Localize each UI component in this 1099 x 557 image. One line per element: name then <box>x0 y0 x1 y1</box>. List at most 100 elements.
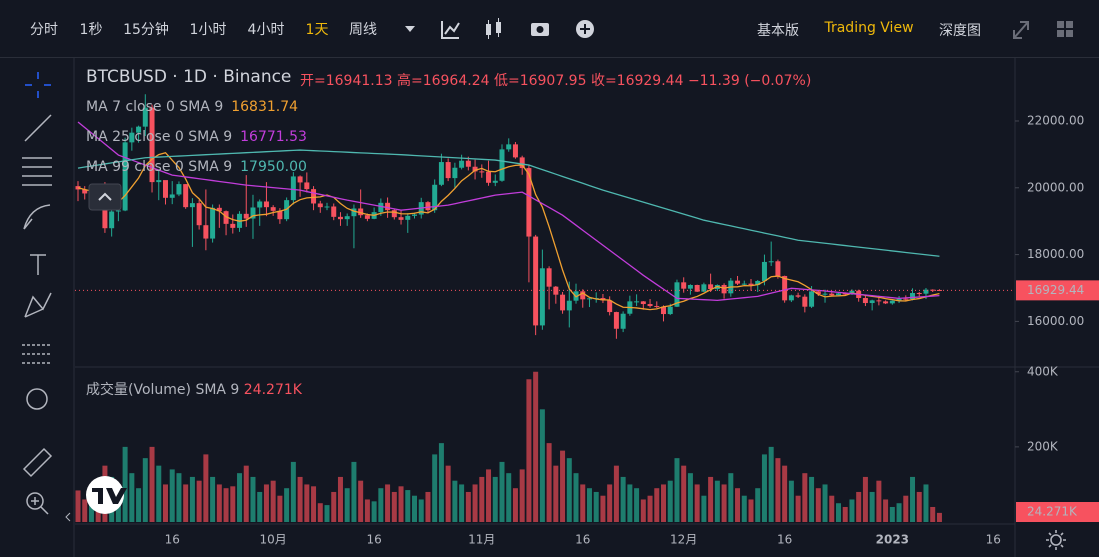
volume-bar <box>788 480 794 522</box>
interval[interactable]: 15分钟 <box>123 22 169 38</box>
volume-tick-label: 200K <box>1027 439 1059 453</box>
ohlc-value: 高=16964.24 <box>396 73 490 89</box>
volume-bar <box>560 450 566 522</box>
volume-bar <box>600 495 606 522</box>
fib-tool[interactable] <box>22 157 52 186</box>
candle-body <box>378 202 384 213</box>
volume-bar <box>728 473 734 522</box>
view-option[interactable]: 基本版 <box>757 23 799 39</box>
x-tick-label: 16 <box>575 533 590 547</box>
candle-body <box>930 289 936 291</box>
volume-bar <box>566 458 572 522</box>
volume-bar <box>883 499 889 522</box>
candle-body <box>869 300 875 304</box>
ruler-tool[interactable] <box>22 447 53 478</box>
volume-bar <box>290 461 296 522</box>
fullscreen-icon[interactable] <box>1013 21 1029 39</box>
view-option[interactable]: 深度图 <box>939 23 981 39</box>
candle-body <box>465 160 471 167</box>
candle-body <box>337 216 343 220</box>
emoji-tool[interactable] <box>26 388 48 410</box>
candle-body <box>472 166 478 172</box>
candle-body <box>634 301 640 303</box>
indicator-icon[interactable] <box>441 21 460 39</box>
candle-body <box>122 142 128 211</box>
candle-body <box>802 296 808 307</box>
candle-body <box>492 180 498 183</box>
volume-bar <box>284 488 290 522</box>
volume-bar <box>358 480 364 522</box>
candle-body <box>647 304 653 307</box>
crosshair-tool[interactable] <box>25 72 51 98</box>
candle-body <box>196 203 202 226</box>
candle-body <box>586 298 592 300</box>
zoom-tool[interactable] <box>26 492 49 515</box>
pattern-tool[interactable] <box>24 292 52 318</box>
volume-bar <box>412 495 417 522</box>
candle-body <box>290 176 296 201</box>
volume-bar <box>196 480 202 522</box>
volume-bar <box>492 476 498 522</box>
volume-bar <box>573 473 579 522</box>
volume-bar <box>735 488 741 522</box>
volume-bar <box>856 491 862 522</box>
prediction-tool[interactable] <box>22 344 52 364</box>
volume-bar <box>869 491 875 522</box>
candle-body <box>109 211 115 229</box>
candle-body <box>156 180 162 183</box>
candle-body <box>358 208 364 216</box>
text-tool[interactable] <box>30 254 46 275</box>
volume-bar <box>324 505 330 522</box>
collapse-legend-button[interactable] <box>88 183 122 211</box>
volume-bar <box>452 480 458 522</box>
volume-bar <box>815 488 821 522</box>
y-tick-label: 20000.00 <box>1027 180 1084 194</box>
candle-body <box>270 207 276 211</box>
candle-body <box>203 225 209 239</box>
volume-bar <box>122 446 128 522</box>
candle-body <box>82 189 88 194</box>
add-icon[interactable] <box>576 20 594 38</box>
trendline-tool[interactable] <box>24 114 52 142</box>
layout-icon[interactable] <box>1057 21 1073 37</box>
volume-bar <box>701 495 707 522</box>
candle-body <box>755 280 761 285</box>
interval[interactable]: 周线 <box>349 22 377 38</box>
x-tick-label: 10月 <box>260 533 287 547</box>
candle-body <box>351 208 357 217</box>
interval[interactable]: 1天 <box>305 22 329 38</box>
ma-value: 17950.00 <box>240 159 307 175</box>
candle-body <box>674 282 680 307</box>
volume-bar <box>438 443 444 522</box>
interval[interactable]: 分时 <box>30 22 58 38</box>
view-option[interactable]: Trading View <box>824 20 914 36</box>
volume-bar <box>586 488 592 522</box>
interval[interactable]: 1小时 <box>189 22 227 38</box>
candle-icon[interactable] <box>486 18 501 39</box>
volume-bar <box>512 488 518 522</box>
volume-bar <box>876 480 882 522</box>
toolbar-icons <box>405 18 1073 39</box>
volume-bar <box>223 488 229 522</box>
camera-icon[interactable] <box>531 23 549 36</box>
volume-bar <box>755 488 761 522</box>
volume-bar <box>661 484 667 522</box>
collapse-arrow[interactable] <box>65 512 71 522</box>
candle-body <box>687 284 693 289</box>
volume-bar <box>775 458 781 522</box>
interval[interactable]: 4小时 <box>247 22 285 38</box>
candle-body <box>142 107 148 127</box>
brush-tool[interactable] <box>23 204 51 230</box>
volume-bar <box>391 491 397 522</box>
volume-bar <box>445 465 451 522</box>
settings-icon[interactable] <box>1046 530 1066 550</box>
candle-body <box>176 184 182 195</box>
volume-bar <box>398 486 404 522</box>
volume-bar <box>546 443 552 522</box>
dropdown-icon[interactable] <box>405 26 415 32</box>
ma-name: MA 25 close 0 SMA 9 <box>86 129 233 145</box>
candle-body <box>761 261 767 281</box>
candle-body <box>216 207 222 212</box>
interval[interactable]: 1秒 <box>79 22 103 38</box>
